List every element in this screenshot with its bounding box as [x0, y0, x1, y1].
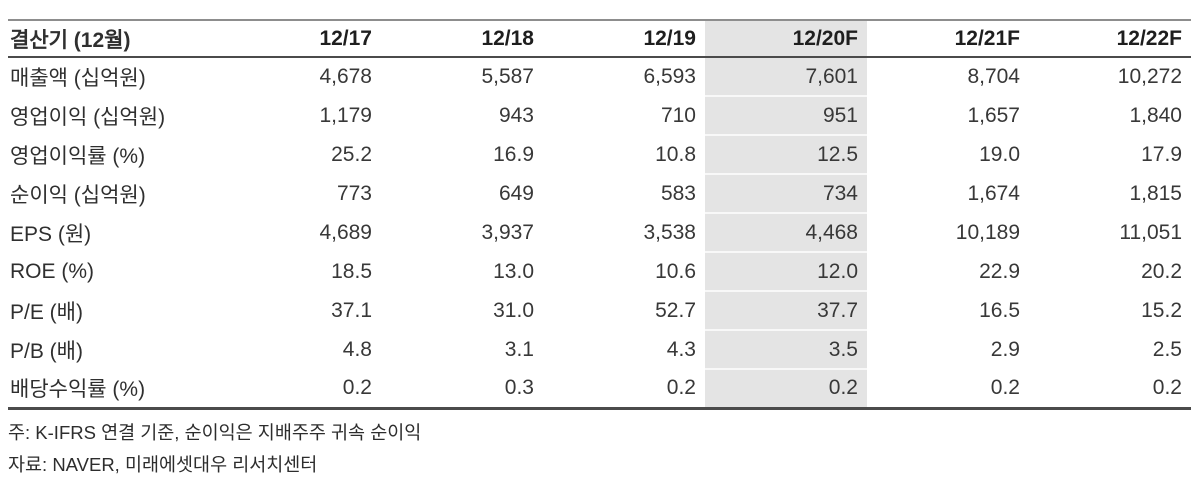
value-cell: 1,179	[319, 103, 372, 127]
value-cell: 0.2	[990, 375, 1020, 399]
value-cell: 52.7	[655, 298, 696, 322]
value-cell: 2.9	[990, 337, 1020, 361]
table-row-pb: P/B (배) 4.8 3.1 4.3 3.5 2.9 2.5	[8, 330, 1191, 370]
value-cell-highlighted: 734	[705, 174, 867, 214]
value-cell: 18.5	[331, 259, 372, 283]
value-cell: 2.5	[1152, 337, 1182, 361]
value-cell: 16.5	[979, 298, 1020, 322]
value-cell: 13.0	[493, 259, 534, 283]
row-label: P/B (배)	[10, 339, 83, 363]
column-header-12-21f: 12/21F	[954, 26, 1020, 50]
column-header-12-18: 12/18	[481, 26, 534, 50]
table-row-revenue: 매출액 (십억원) 4,678 5,587 6,593 7,601 8,704 …	[8, 57, 1191, 97]
row-label: 배당수익률 (%)	[10, 377, 146, 401]
table-row-operating-margin: 영업이익률 (%) 25.2 16.9 10.8 12.5 19.0 17.9	[8, 135, 1191, 175]
value-cell: 25.2	[331, 142, 372, 166]
column-header-12-19: 12/19	[643, 26, 696, 50]
row-label: EPS (원)	[10, 222, 92, 246]
footnotes: 주: K-IFRS 연결 기준, 순이익은 지배주주 귀속 순이익 자료: NA…	[8, 417, 1191, 480]
value-cell: 5,587	[481, 65, 534, 88]
value-cell: 4,678	[319, 65, 372, 88]
value-cell: 31.0	[493, 298, 534, 322]
table-header-row: 결산기 (12월) 12/17 12/18 12/19 12/20F 12/21…	[8, 20, 1191, 57]
value-cell: 583	[660, 181, 696, 205]
financial-summary-table-wrap: 결산기 (12월) 12/17 12/18 12/19 12/20F 12/21…	[8, 19, 1191, 480]
value-cell-highlighted: 37.7	[705, 291, 867, 331]
value-cell: 10,272	[1117, 65, 1182, 88]
value-cell: 3,538	[643, 220, 696, 244]
table-row-roe: ROE (%) 18.5 13.0 10.6 12.0 22.9 20.2	[8, 252, 1191, 292]
value-cell: 20.2	[1141, 259, 1182, 283]
value-cell: 11,051	[1119, 220, 1182, 244]
row-label: ROE (%)	[10, 259, 94, 283]
value-cell: 4.8	[342, 337, 372, 361]
row-label: P/E (배)	[10, 300, 83, 324]
value-cell: 0.2	[342, 375, 372, 399]
row-label: 영업이익률 (%)	[10, 144, 146, 168]
value-cell: 3,937	[481, 220, 534, 244]
column-header-12-17: 12/17	[319, 26, 372, 50]
value-cell-highlighted: 951	[705, 96, 867, 136]
value-cell: 1,840	[1129, 103, 1182, 127]
value-cell: 773	[336, 181, 372, 205]
value-cell-highlighted: 4,468	[705, 213, 867, 253]
row-label: 순이익 (십억원)	[10, 183, 146, 207]
fiscal-period-header: 결산기 (12월)	[10, 28, 131, 52]
value-cell: 8,704	[967, 65, 1020, 88]
value-cell: 0.3	[504, 375, 534, 399]
footnote-source: 자료: NAVER, 미래에셋대우 리서치센터	[8, 453, 318, 475]
row-label: 영업이익 (십억원)	[10, 105, 166, 129]
value-cell: 1,657	[967, 103, 1020, 127]
value-cell: 10,189	[955, 220, 1020, 244]
footnote-note: 주: K-IFRS 연결 기준, 순이익은 지배주주 귀속 순이익	[8, 421, 422, 443]
value-cell: 4.3	[666, 337, 696, 361]
value-cell: 1,674	[967, 181, 1020, 205]
column-header-12-22f: 12/22F	[1116, 26, 1182, 50]
table-row-pe: P/E (배) 37.1 31.0 52.7 37.7 16.5 15.2	[8, 291, 1191, 331]
value-cell: 15.2	[1141, 298, 1182, 322]
row-label: 매출액 (십억원)	[10, 67, 146, 90]
value-cell: 22.9	[979, 259, 1020, 283]
table-row-eps: EPS (원) 4,689 3,937 3,538 4,468 10,189 1…	[8, 213, 1191, 253]
value-cell-highlighted: 12.0	[705, 252, 867, 292]
value-cell: 3.1	[504, 337, 534, 361]
value-cell: 649	[498, 181, 534, 205]
value-cell-highlighted: 0.2	[705, 369, 867, 408]
table-row-dividend-yield: 배당수익률 (%) 0.2 0.3 0.2 0.2 0.2 0.2	[8, 369, 1191, 408]
value-cell: 4,689	[319, 220, 372, 244]
value-cell: 710	[660, 103, 696, 127]
value-cell: 1,815	[1129, 181, 1182, 205]
column-header-12-20f-highlighted: 12/20F	[705, 20, 867, 57]
value-cell: 19.0	[979, 142, 1020, 166]
financial-summary-table: 결산기 (12월) 12/17 12/18 12/19 12/20F 12/21…	[8, 19, 1191, 410]
value-cell: 37.1	[331, 298, 372, 322]
value-cell: 6,593	[643, 65, 696, 88]
value-cell: 16.9	[493, 142, 534, 166]
value-cell: 0.2	[1152, 375, 1182, 399]
value-cell-highlighted: 12.5	[705, 135, 867, 175]
table-row-operating-profit: 영업이익 (십억원) 1,179 943 710 951 1,657 1,840	[8, 96, 1191, 136]
value-cell: 0.2	[666, 375, 696, 399]
table-row-net-profit: 순이익 (십억원) 773 649 583 734 1,674 1,815	[8, 174, 1191, 214]
value-cell: 10.8	[655, 142, 696, 166]
value-cell-highlighted: 7,601	[705, 57, 867, 97]
value-cell: 943	[498, 103, 534, 127]
value-cell: 10.6	[655, 259, 696, 283]
value-cell: 17.9	[1141, 142, 1182, 166]
value-cell-highlighted: 3.5	[705, 330, 867, 370]
